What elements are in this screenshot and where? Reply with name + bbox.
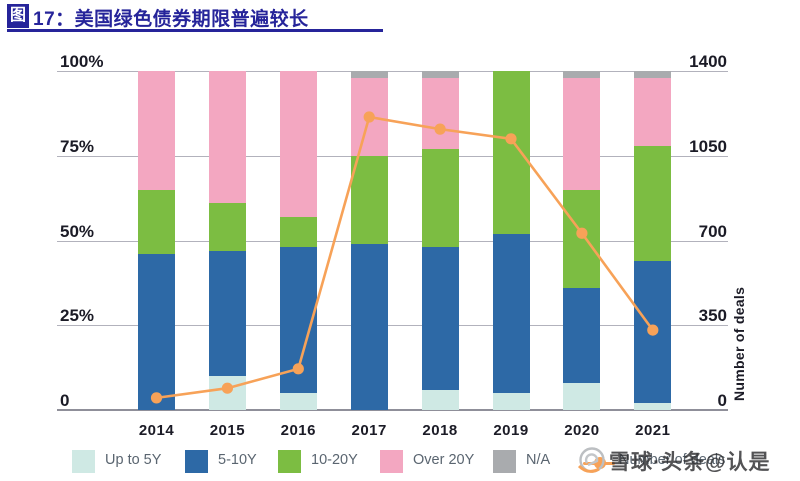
title-underline (7, 29, 383, 32)
segment-5-10y (350, 243, 388, 410)
x-axis-label-2019: 2019 (493, 422, 529, 439)
figure-title: 17：美国绿色债券期限普遍较长 (33, 9, 309, 30)
right-axis-tick: 1050 (689, 136, 727, 156)
number-of-deals-line (150, 111, 659, 404)
segment-10-20y (138, 189, 175, 255)
line-point-2017 (363, 111, 375, 123)
legend-label-number-of-deals: Number of deals (619, 452, 726, 468)
legend-label: N/A (526, 452, 551, 468)
segment-10-20y (350, 155, 388, 244)
gridline (57, 155, 728, 157)
watermark-text: 雪球·头条@认是 (609, 451, 771, 474)
line-point-2018 (434, 123, 446, 135)
legend-swatch-5-10y (185, 450, 208, 473)
segment-over-20y (563, 77, 601, 190)
right-axis-tick: 0 (717, 391, 727, 410)
legend-swatch-over-20y (380, 450, 403, 473)
segment-up-to-5y (421, 389, 459, 410)
x-axis-label-2016: 2016 (280, 422, 316, 439)
segment-n-a (350, 71, 388, 78)
segment-up-to-5y (492, 393, 530, 410)
legend-swatch-n-a (493, 450, 516, 473)
segment-over-20y (208, 71, 246, 204)
bar-2020 (563, 71, 601, 410)
segment-n-a (563, 71, 601, 78)
legend-label: Up to 5Y (105, 452, 162, 468)
segment-10-20y (208, 203, 246, 251)
gridline (57, 71, 728, 72)
line-point-2019 (505, 133, 517, 145)
legend-swatch-up-to-5y (72, 450, 95, 473)
segment-over-20y (138, 71, 175, 190)
segment-10-20y (279, 216, 317, 248)
x-axis-label-2020: 2020 (564, 422, 600, 439)
segment-5-10y (208, 250, 246, 377)
segment-5-10y (492, 233, 530, 394)
line-point-2021 (647, 324, 659, 336)
segment-over-20y (421, 77, 459, 149)
gridline (57, 240, 728, 242)
figure-badge: 图 (7, 4, 29, 28)
bar-2017 (350, 71, 388, 410)
segment-over-20y (279, 71, 317, 217)
segment-5-10y (421, 247, 459, 390)
legend-swatch-10-20y (278, 450, 301, 473)
xueqiu-logo-icon (578, 447, 605, 473)
left-axis-tick: 75% (60, 136, 95, 156)
right-axis-tick: 350 (698, 306, 727, 326)
bar-2019 (492, 71, 530, 410)
segment-up-to-5y (563, 382, 601, 410)
x-axis-label-2017: 2017 (351, 422, 387, 439)
segment-up-to-5y (634, 403, 672, 410)
right-axis-tick: 1400 (689, 52, 727, 71)
x-axis-label-2015: 2015 (209, 422, 246, 439)
right-axis-tick: 700 (698, 221, 727, 241)
x-axis-label-2021: 2021 (635, 422, 671, 439)
watermark: 雪球·头条@认是 (578, 445, 800, 477)
line-point-2016 (292, 363, 304, 375)
segment-10-20y (421, 148, 459, 248)
bar-2018 (421, 71, 459, 410)
segment-over-20y (634, 77, 672, 146)
legend-label: Over 20Y (413, 452, 475, 468)
segment-10-20y (492, 71, 530, 234)
segment-n-a (634, 71, 672, 78)
gridline (57, 409, 728, 411)
left-axis-tick: 25% (60, 306, 95, 326)
bar-2014 (138, 71, 175, 410)
x-axis-label-2018: 2018 (422, 422, 458, 439)
segment-5-10y (138, 254, 175, 410)
segment-n-a (421, 71, 459, 78)
line-point-2015 (221, 382, 233, 394)
segment-10-20y (634, 145, 672, 261)
gridline (57, 325, 728, 327)
line-point-2020 (576, 227, 588, 239)
left-axis-tick: 50% (60, 221, 95, 241)
segment-up-to-5y (279, 393, 317, 410)
left-axis-tick: 0 (60, 391, 70, 410)
x-axis-label-2014: 2014 (138, 422, 175, 439)
segment-5-10y (563, 287, 601, 383)
legend-label: 10-20Y (311, 452, 358, 468)
legend-label: 5-10Y (218, 452, 257, 468)
right-axis-title: Number of deals (731, 286, 747, 402)
bar-2021 (634, 71, 672, 410)
left-axis-tick: 100% (60, 52, 104, 71)
line-point-2014 (150, 392, 163, 404)
bar-2015 (208, 71, 246, 410)
